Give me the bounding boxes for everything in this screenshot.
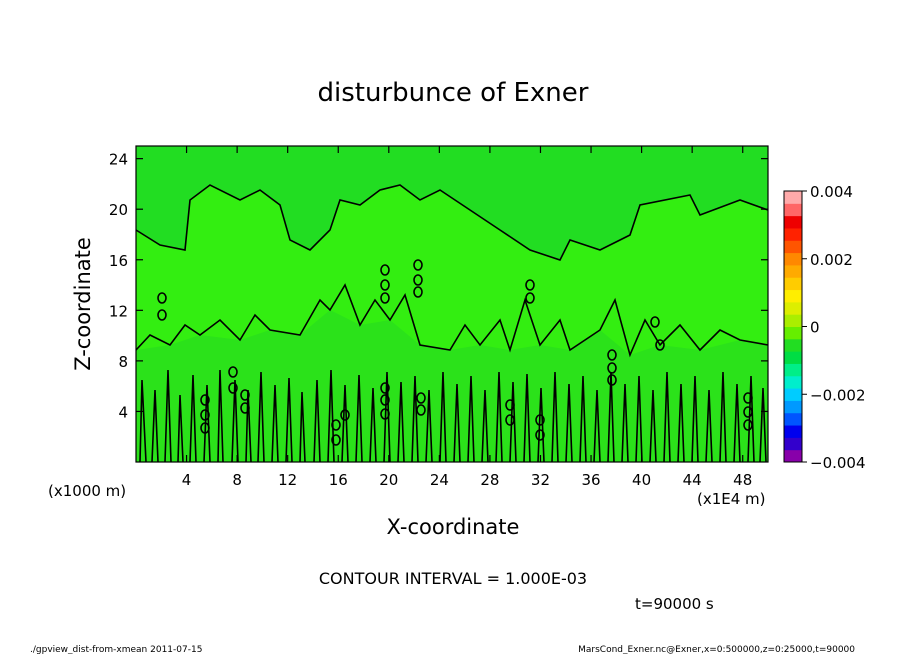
- colorbar-segment: [784, 425, 802, 438]
- colorbar-segment: [784, 227, 802, 241]
- x-tick-label: 28: [480, 471, 499, 489]
- y-tick-label: 4: [118, 403, 128, 421]
- colorbar-segment: [784, 437, 802, 451]
- x-tick-label: 44: [683, 471, 702, 489]
- colorbar-segment: [784, 326, 802, 340]
- colorbar-tick-label: 0.004: [810, 183, 853, 201]
- colorbar-segment: [784, 400, 802, 414]
- plot-frame: [135, 145, 769, 463]
- upper-region: [136, 146, 768, 260]
- colorbar-segment: [784, 363, 802, 377]
- x-tick-label: 8: [232, 471, 242, 489]
- colorbar-segment: [784, 240, 802, 254]
- x-tick-label: 40: [632, 471, 651, 489]
- colorbar-segment: [784, 338, 802, 352]
- y-tick-label: 8: [118, 353, 128, 371]
- x-axis: 4 8 12 16 20 24 28 32 36 40 44 48: [182, 146, 752, 489]
- y-tick-label: 20: [109, 201, 128, 219]
- colorbar-segment: [784, 351, 802, 364]
- x-tick-label: 20: [379, 471, 398, 489]
- y-tick-label: 12: [109, 302, 128, 320]
- colorbar-ticks: 0.004 0.002 0 −0.002 −0.004: [802, 183, 866, 472]
- colorbar-segment: [784, 203, 802, 217]
- colorbar-segment: [784, 388, 802, 401]
- x-tick-label: 24: [430, 471, 449, 489]
- colorbar-segment: [784, 191, 802, 204]
- x-axis-title: X-coordinate: [387, 515, 520, 539]
- time-label: t=90000 s: [635, 595, 714, 613]
- contour-lines: [135, 184, 769, 463]
- y-tick-label: 24: [109, 151, 128, 169]
- colorbar-segment: [784, 277, 802, 291]
- colorbar-segment: [784, 449, 802, 463]
- colorbar-segment: [784, 264, 802, 278]
- colorbar-tick-label: −0.004: [810, 454, 866, 472]
- colorbar-tick-label: 0.002: [810, 251, 853, 269]
- x-tick-label: 12: [278, 471, 297, 489]
- colorbar-segment: [784, 412, 802, 426]
- y-axis: 4 8 12 16 20 24: [109, 151, 768, 421]
- x-tick-label: 16: [329, 471, 348, 489]
- x-tick-label: 36: [581, 471, 600, 489]
- x-tick-label: 4: [182, 471, 192, 489]
- colorbar-segment: [784, 314, 802, 327]
- colorbar-segment: [784, 215, 802, 229]
- colorbar-tick-label: 0: [810, 319, 820, 337]
- x-tick-label: 32: [531, 471, 550, 489]
- footer-left: ./gpview_dist-from-xmean 2011-07-15: [30, 645, 202, 654]
- colorbar: [783, 190, 803, 463]
- x-tick-label: 48: [733, 471, 752, 489]
- colorbar-segment: [784, 289, 802, 303]
- colorbar-segment: [784, 375, 802, 389]
- chart-title: disturbunce of Exner: [318, 78, 589, 108]
- y-tick-label: 16: [109, 252, 128, 270]
- y-unit-label: (x1000 m): [48, 482, 126, 500]
- y-axis-title: Z-coordinate: [71, 237, 95, 371]
- colorbar-tick-label: −0.002: [810, 386, 866, 404]
- contour-interval-text: CONTOUR INTERVAL = 1.000E-03: [319, 569, 587, 588]
- footer-right: MarsCond_Exner.nc@Exner,x=0:500000,z=0:2…: [578, 645, 855, 654]
- colorbar-segment: [784, 301, 802, 315]
- colorbar-segment: [784, 252, 802, 266]
- x-unit-label: (x1E4 m): [697, 490, 766, 508]
- plot-area: [135, 145, 769, 463]
